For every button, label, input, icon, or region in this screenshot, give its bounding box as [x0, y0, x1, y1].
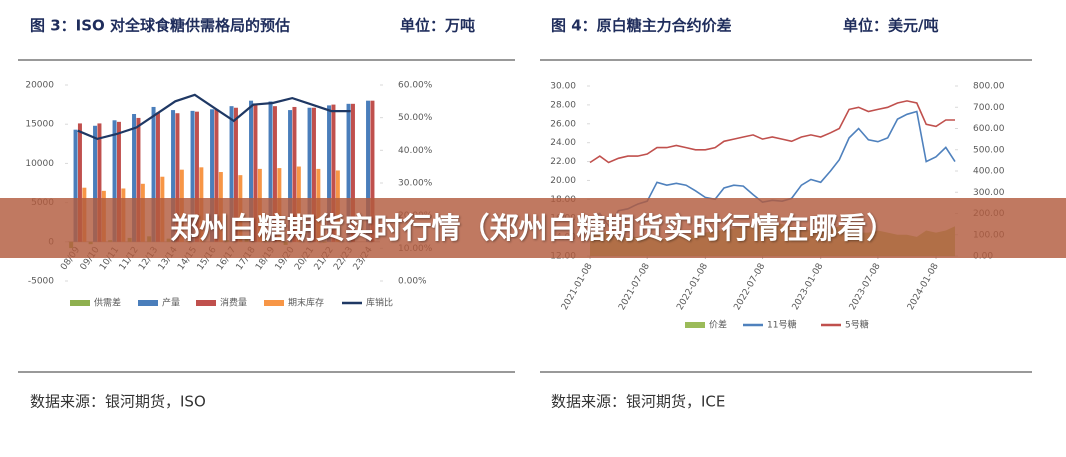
bar	[229, 106, 234, 242]
y-tick-label: 28.00	[550, 100, 576, 110]
y-tick-label: 500.00	[973, 145, 1005, 155]
bar	[214, 109, 219, 242]
y-tick-label: 800.00	[973, 82, 1005, 92]
legend-label: 产量	[162, 297, 180, 309]
figure-title: 图 4：原白糖主力合约价差	[551, 17, 732, 35]
figure-title: 图 3：ISO 对全球食糖供需格局的预估	[30, 17, 290, 35]
y-tick-label: 24.00	[550, 138, 576, 148]
bar	[116, 121, 121, 242]
x-tick-label: 2021-01-08	[560, 262, 595, 313]
x-tick-label: 2023-01-08	[791, 262, 826, 313]
bar	[233, 107, 238, 242]
line	[77, 93, 351, 141]
unit: 单位：美元/吨	[843, 17, 938, 35]
bar	[175, 113, 180, 242]
legend-label: 5号糖	[845, 319, 869, 331]
y-tick-label: 0.00%	[398, 277, 427, 287]
y-tick-label: 400.00	[973, 167, 1005, 177]
x-tick-label: 2022-07-08	[732, 262, 767, 313]
y-tick-label: 30.00	[550, 82, 576, 92]
bar	[151, 106, 156, 242]
y-tick-label: 60.00%	[398, 81, 433, 91]
legend-label: 期末库存	[288, 297, 324, 309]
bar	[210, 109, 215, 242]
legend-label: 消费量	[220, 297, 247, 309]
source: 数据来源：银河期货，ISO	[30, 393, 206, 411]
y-tick-label: 15000	[25, 120, 54, 130]
y-tick-label: 300.00	[973, 188, 1005, 198]
y-tick-label: 700.00	[973, 103, 1005, 113]
unit: 单位：万吨	[400, 17, 475, 35]
y-tick-label: 20000	[25, 81, 54, 91]
y-tick-label: 26.00	[550, 119, 576, 129]
bar	[346, 103, 351, 242]
bar	[350, 103, 355, 242]
x-tick-label: 2021-07-08	[617, 262, 652, 313]
y-tick-label: 22.00	[550, 157, 576, 167]
bar	[370, 100, 375, 242]
bar	[132, 114, 137, 242]
y-tick-label: 600.00	[973, 124, 1005, 134]
bar	[307, 107, 312, 242]
x-tick-label: 2022-01-08	[675, 262, 710, 313]
x-tick-label: 2024-01-08	[906, 262, 941, 313]
bar	[331, 104, 336, 242]
y-tick-label: -5000	[28, 277, 54, 287]
bar	[112, 120, 117, 242]
legend-swatch	[138, 300, 158, 306]
y-tick-label: 40.00%	[398, 146, 433, 156]
banner: 郑州白糖期货实时行情（郑州白糖期货实时行情在哪看）	[0, 198, 1066, 258]
y-tick-label: 20.00	[550, 176, 576, 186]
bar	[327, 105, 332, 242]
bar	[194, 111, 199, 242]
bar	[272, 106, 277, 242]
legend-label: 价差	[709, 319, 727, 331]
legend-label: 11号糖	[767, 319, 796, 331]
source: 数据来源：银河期货，ICE	[551, 393, 725, 411]
bar	[93, 125, 98, 242]
bar	[97, 123, 102, 242]
y-tick-label: 10000	[25, 159, 54, 169]
bar	[73, 129, 78, 242]
legend-label: 供需差	[94, 297, 121, 309]
bar	[268, 101, 273, 242]
legend-swatch	[196, 300, 216, 306]
bar	[171, 110, 176, 242]
bar	[311, 107, 316, 242]
y-tick-label: 50.00%	[398, 113, 433, 123]
y-tick-label: 30.00%	[398, 179, 433, 189]
legend-swatch	[264, 300, 284, 306]
bar	[249, 100, 254, 242]
bar	[155, 112, 160, 242]
bar	[136, 117, 141, 242]
bar	[366, 100, 371, 242]
bar	[292, 106, 297, 242]
bar	[190, 110, 195, 242]
legend-swatch	[70, 300, 90, 306]
bar	[288, 110, 293, 242]
legend-swatch	[685, 322, 705, 328]
x-tick-label: 2023-07-08	[848, 262, 883, 313]
line	[589, 100, 955, 164]
legend-label: 库销比	[366, 297, 393, 309]
bar	[253, 104, 258, 242]
bar	[77, 123, 82, 242]
